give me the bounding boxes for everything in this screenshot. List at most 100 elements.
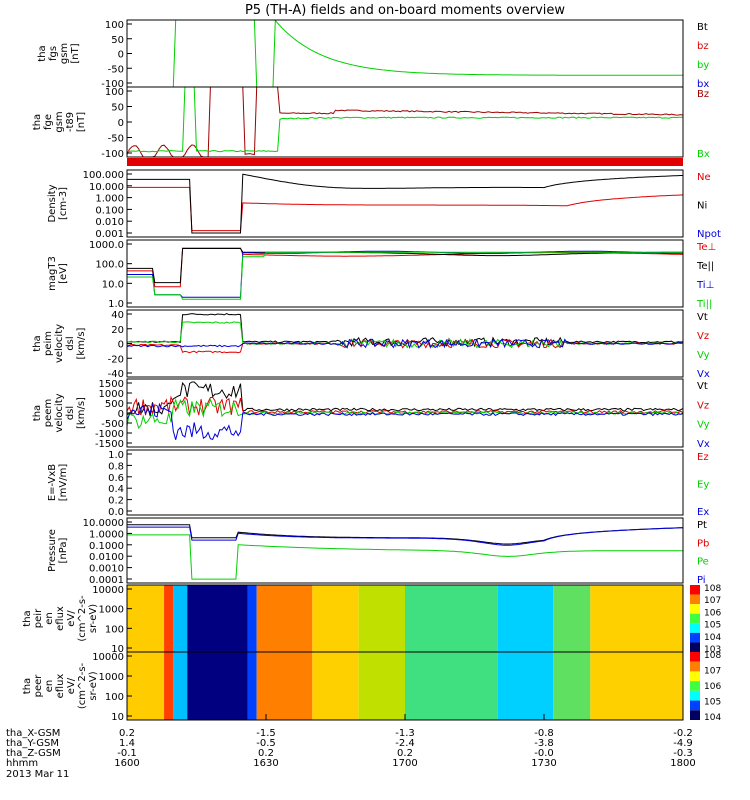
legend-Bz: Bz: [697, 89, 709, 100]
xaxis-value: 0.2: [119, 728, 135, 739]
ytick-label: 0.8: [108, 461, 124, 472]
spectrogram-cell: [497, 652, 554, 720]
ytick-label: 0.2: [108, 496, 124, 507]
ylabel-line: velocity: [54, 324, 65, 363]
quality-flag-bar: [127, 158, 683, 166]
ylabel-line: [eV]: [58, 263, 69, 284]
colorbar-label: 105: [704, 621, 721, 631]
legend-Vy: Vy: [697, 350, 710, 361]
ylabel-line: en: [44, 612, 55, 625]
ytick-label: 10: [111, 712, 124, 723]
ytick-label: 100.000: [83, 170, 124, 181]
ylabel-line: eV/: [66, 677, 77, 694]
ylabel-line: (cm^2-s-: [77, 595, 88, 642]
xaxis-value: 1600: [114, 758, 139, 769]
ylabel-line: [nPa]: [58, 537, 69, 563]
ytick-label: 100: [105, 87, 124, 98]
colorbar-segment: [690, 710, 700, 720]
xaxis-value: -0.1: [117, 748, 137, 759]
ytick-label: 1.0: [108, 299, 124, 310]
colorbar-segment: [690, 594, 700, 605]
ylabel-line: tha: [22, 610, 33, 626]
ytick-label: 100: [105, 692, 124, 703]
ylabel-line: tha: [32, 335, 43, 351]
ytick-label: 0: [118, 118, 124, 129]
xaxis-value: -1.5: [256, 728, 276, 739]
ytick-label: 10000: [92, 652, 124, 663]
by-trace: [127, 19, 683, 88]
colorbar-label: 104: [704, 633, 721, 643]
ytick-label: 0.0: [108, 507, 124, 518]
xaxis-row-label: hhmm: [6, 758, 38, 769]
spectrogram-cell: [187, 585, 248, 652]
ytick-label: -50: [108, 64, 124, 75]
spectrogram-cell: [127, 652, 165, 720]
Ni-trace: [127, 173, 683, 234]
ylabel-line: tha: [22, 678, 33, 694]
spectrogram-cell: [312, 585, 359, 652]
Te⊥-trace: [127, 247, 683, 288]
colorbar-label: 106: [704, 682, 721, 692]
figure-title: P5 (TH-A) fields and on-board moments ov…: [245, 3, 565, 18]
ylabel-line: dsl: [65, 406, 76, 420]
ylabel-line: peer: [33, 674, 44, 698]
spectrogram-cell: [256, 652, 313, 720]
ytick-label: 10.000: [89, 182, 124, 193]
ylabel-line: magT3: [47, 256, 58, 291]
legend-Ex: Ex: [697, 507, 709, 518]
ytick-label: 0.100: [95, 205, 124, 216]
legend-Vx: Vx: [697, 439, 710, 450]
ylabel-line: [nT]: [76, 112, 87, 132]
legend-Vy: Vy: [697, 420, 710, 431]
spectrogram-cell: [173, 652, 188, 720]
xaxis-value: 1730: [531, 758, 556, 769]
ylabel-line: tha: [32, 114, 43, 130]
x-axis-block: tha_X-GSM 0.2 -1.5 -1.3 -0.8 -0.2 tha_Y-GSM 1.4…: [6, 714, 696, 780]
ytick-label: -100: [101, 79, 124, 90]
ytick-label: -1500: [95, 439, 124, 450]
legend-Ey: Ey: [697, 480, 709, 491]
xaxis-row-label: tha_Z-GSM: [6, 748, 61, 759]
panel-frame: [126, 239, 684, 308]
ytick-label: 0.6: [108, 473, 124, 484]
xaxis-value: 0.2: [397, 748, 413, 759]
ytick-label: 1500: [99, 379, 124, 390]
legend-Pi: Pi: [697, 575, 706, 586]
xaxis-value: 1630: [253, 758, 278, 769]
legend-Pe: Pe: [697, 557, 709, 568]
ytick-label: 10000: [92, 585, 124, 596]
colorbar-label: 106: [704, 608, 721, 618]
ylabel-line: (cm^2-s-: [77, 662, 88, 709]
ylabel-line: sr-eV): [88, 604, 99, 633]
colorbar-segment: [690, 642, 700, 652]
legend-Ne: Ne: [697, 172, 711, 183]
colorbar-segment: [690, 690, 700, 701]
Bx-trace: [126, 86, 684, 153]
ytick-label: 40: [111, 310, 124, 321]
colorbar-segment: [690, 652, 700, 662]
ytick-label: 1.0: [108, 450, 124, 461]
ylabel-line: eV/: [66, 610, 77, 627]
xaxis-value: 0.2: [258, 748, 274, 759]
legend-Ez: Ez: [697, 452, 709, 463]
ylabel-line: eflux: [55, 606, 66, 631]
xaxis-value: -3.8: [534, 738, 554, 749]
ylabel-line: tha: [32, 405, 43, 421]
legend-Ni: Ni: [697, 201, 707, 212]
legend-Vz: Vz: [697, 331, 709, 342]
Vt-trace: [126, 313, 684, 348]
legend-Bt: Bt: [697, 22, 708, 33]
ytick-label: 1000: [99, 605, 124, 616]
colorbar-label: 105: [704, 698, 721, 708]
colorbar-label: 107: [704, 667, 721, 677]
ylabel-line: fgs: [48, 46, 59, 61]
Vy-trace: [126, 321, 684, 349]
ylabel-line: -t89: [65, 112, 76, 132]
ytick-label: 500: [105, 399, 124, 410]
ylabel-line: [km/s]: [76, 397, 87, 429]
colorbar-segment: [690, 671, 700, 682]
legend-Ti⊥: Ti⊥: [696, 280, 714, 291]
xaxis-value: -4.9: [673, 738, 693, 749]
ytick-label: 0: [118, 50, 124, 61]
ylabel-line: peir: [33, 608, 44, 628]
